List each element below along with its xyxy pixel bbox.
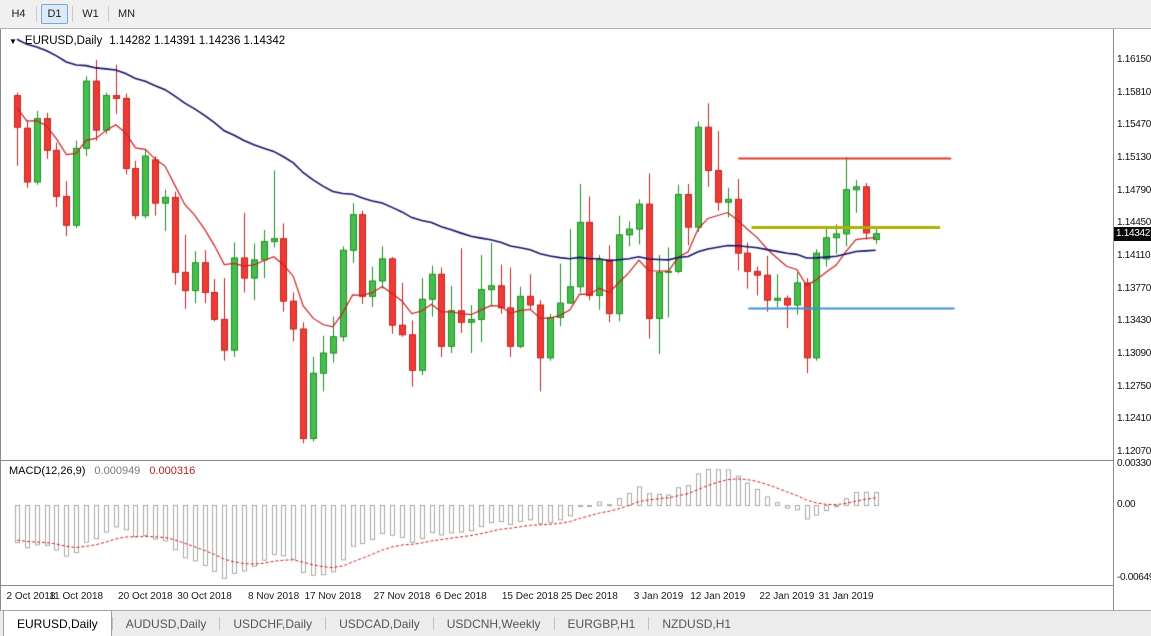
- price-axis-label: 1.14110: [1117, 250, 1151, 261]
- price-axis-label: 1.13430: [1117, 315, 1151, 327]
- time-axis-label: 30 Oct 2018: [177, 591, 232, 602]
- chart-tabs-bar: EURUSD,Daily AUDUSD,Daily USDCHF,Daily USDC…: [0, 610, 1151, 636]
- chart-window: ▼ EURUSD,Daily 1.14282 1.14391 1.14236 1…: [0, 29, 1151, 610]
- chart-symbol-label: EURUSD,Daily: [24, 35, 103, 47]
- macd-axis-label: 0.003306: [1117, 458, 1151, 470]
- toolbar-separator: [36, 6, 37, 22]
- time-axis-label: 11 Oct 2018: [49, 591, 104, 602]
- tab-separator: [648, 617, 650, 630]
- price-axis-label: 1.13770: [1117, 282, 1151, 294]
- timeframe-button-h4[interactable]: H4: [11, 8, 26, 20]
- price-axis-label: 1.14450: [1117, 217, 1151, 229]
- time-axis-label: 31 Jan 2019: [818, 591, 874, 602]
- tab-separator: [219, 617, 221, 630]
- time-axis-label: 17 Nov 2018: [304, 591, 362, 602]
- macd-name: MACD(12,26,9): [9, 465, 86, 477]
- chart-tab-usdcnh[interactable]: USDCNH,Weekly: [446, 616, 541, 631]
- time-axis[interactable]: 2 Oct 2018 11 Oct 2018 20 Oct 2018 30 Oct 2…: [1, 586, 1113, 610]
- chart-dropdown-icon[interactable]: ▼: [9, 36, 17, 46]
- time-axis-label: 20 Oct 2018: [118, 591, 173, 602]
- timeframe-button-mn[interactable]: MN: [117, 8, 136, 20]
- price-axis-label: 1.13090: [1117, 348, 1151, 359]
- price-axis[interactable]: 1.16150 1.15810 1.15470 1.15130 1.14790 1.144…: [1113, 29, 1151, 610]
- time-axis-label: 27 Nov 2018: [373, 591, 431, 602]
- time-axis-label: 12 Jan 2019: [690, 591, 746, 602]
- time-axis-label: 6 Dec 2018: [435, 591, 487, 602]
- tab-separator: [111, 617, 113, 630]
- macd-bottom-separator: [1, 585, 1113, 586]
- chart-tab-eurusd[interactable]: EURUSD,Daily: [3, 611, 112, 636]
- price-axis-label: 1.15470: [1117, 119, 1151, 131]
- panel-resize-separator[interactable]: [1, 460, 1113, 461]
- toolbar-separator: [108, 6, 109, 22]
- tab-separator: [325, 617, 327, 630]
- time-axis-label: 15 Dec 2018: [501, 591, 559, 602]
- chart-tab-audusd[interactable]: AUDUSD,Daily: [125, 616, 207, 631]
- timeframe-button-d1[interactable]: D1: [41, 4, 68, 24]
- price-axis-label: 1.15130: [1117, 152, 1151, 163]
- price-axis-label: 1.12410: [1117, 413, 1151, 425]
- macd-main-value: 0.000949: [94, 465, 141, 477]
- price-axis-label: 1.12750: [1117, 380, 1151, 392]
- price-axis-label: 1.14790: [1117, 184, 1151, 196]
- macd-axis-label: -0.00649: [1117, 572, 1151, 583]
- toolbar-separator: [72, 6, 73, 22]
- macd-indicator-label: MACD(12,26,9) 0.000949 0.000316: [9, 465, 195, 477]
- price-axis-label: 1.15810: [1117, 86, 1151, 98]
- time-axis-label: 22 Jan 2019: [759, 591, 815, 602]
- timeframe-button-w1[interactable]: W1: [82, 8, 99, 20]
- time-axis-label: 25 Dec 2018: [561, 591, 618, 602]
- chart-tab-usdcad[interactable]: USDCAD,Daily: [339, 616, 420, 631]
- macd-axis-label: 0.00: [1117, 499, 1136, 510]
- price-axis-label: 1.16150: [1117, 54, 1151, 65]
- chart-tab-nzdusd[interactable]: NZDUSD,H1: [662, 616, 732, 631]
- macd-canvas[interactable]: [3, 461, 1112, 585]
- current-price-badge: 1.14342: [1114, 226, 1151, 241]
- time-axis-label: 8 Nov 2018: [248, 591, 300, 602]
- chart-tab-eurgbp[interactable]: EURGBP,H1: [567, 616, 636, 631]
- chart-title: ▼ EURUSD,Daily 1.14282 1.14391 1.14236 1…: [9, 35, 285, 47]
- tab-separator: [432, 617, 434, 630]
- tab-separator: [553, 617, 555, 630]
- macd-signal-value: 0.000316: [149, 465, 196, 477]
- chart-tab-usdchf[interactable]: USDCHF,Daily: [233, 616, 313, 631]
- time-axis-label: 3 Jan 2019: [633, 591, 684, 602]
- price-axis-label: 1.12070: [1117, 446, 1151, 457]
- timeframe-toolbar: H4 D1 W1 MN: [0, 0, 1151, 29]
- price-chart-canvas[interactable]: [3, 31, 1112, 461]
- time-axis-label: 2 Oct 2018: [6, 591, 56, 602]
- chart-ohlc-values: 1.14282 1.14391 1.14236 1.14342: [109, 35, 286, 47]
